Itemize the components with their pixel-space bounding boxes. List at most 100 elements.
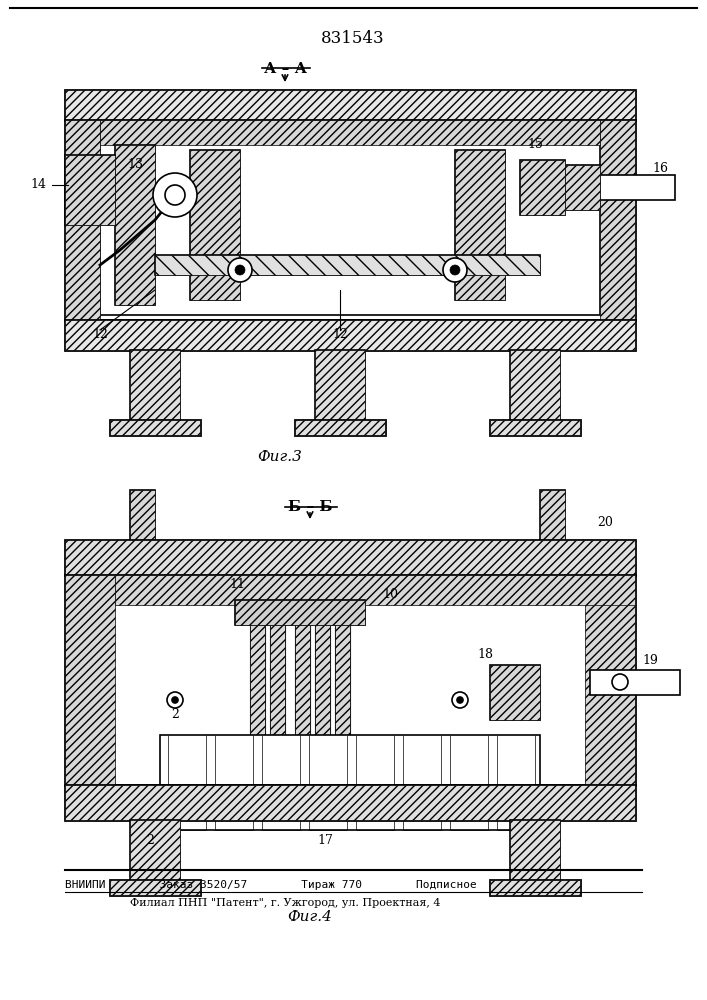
Bar — [65, 155, 115, 225]
Bar — [295, 605, 310, 735]
Bar — [65, 540, 635, 575]
Circle shape — [443, 258, 467, 282]
Bar — [262, 735, 300, 785]
Circle shape — [450, 265, 460, 275]
Text: 15: 15 — [527, 138, 543, 151]
Bar — [65, 785, 635, 820]
Text: 17: 17 — [317, 834, 333, 846]
Bar — [110, 420, 200, 435]
Bar — [455, 150, 505, 300]
Bar — [100, 125, 600, 315]
Bar — [215, 785, 253, 830]
Bar — [65, 575, 115, 785]
Bar — [110, 880, 200, 895]
Bar — [315, 605, 330, 735]
Bar — [130, 350, 180, 420]
Bar — [520, 160, 565, 215]
Bar — [295, 420, 385, 435]
Bar — [110, 880, 200, 895]
Bar — [490, 420, 580, 435]
Text: 2: 2 — [146, 834, 154, 846]
Text: 10: 10 — [382, 588, 398, 601]
Circle shape — [612, 674, 628, 690]
Text: 12: 12 — [92, 328, 108, 342]
Circle shape — [165, 185, 185, 205]
Bar — [335, 605, 350, 735]
Text: 16: 16 — [652, 161, 668, 174]
Bar — [520, 160, 565, 215]
Bar — [585, 575, 635, 785]
Bar — [270, 605, 285, 735]
Bar — [130, 350, 180, 420]
Text: 12: 12 — [332, 328, 348, 342]
Bar — [115, 145, 155, 305]
Bar — [315, 350, 365, 420]
Bar — [155, 255, 540, 275]
Bar — [455, 150, 505, 300]
Text: 2: 2 — [171, 708, 179, 722]
Bar — [65, 90, 635, 120]
Bar — [250, 605, 265, 735]
Bar — [270, 605, 285, 735]
Bar — [130, 490, 155, 550]
Bar — [490, 665, 540, 720]
Bar — [315, 350, 365, 420]
Bar — [450, 735, 488, 785]
Circle shape — [153, 173, 197, 217]
Bar — [295, 420, 385, 435]
Bar — [403, 785, 441, 830]
Bar — [510, 820, 560, 880]
Text: Фиг.3: Фиг.3 — [257, 450, 303, 464]
Bar — [65, 320, 635, 350]
Bar — [110, 420, 200, 435]
Bar — [130, 490, 155, 550]
Bar — [497, 785, 535, 830]
Circle shape — [235, 265, 245, 275]
Text: 831543: 831543 — [321, 30, 385, 47]
Bar — [510, 820, 560, 880]
Bar — [190, 150, 240, 300]
Bar — [65, 575, 635, 785]
Bar — [490, 420, 580, 435]
Bar — [356, 735, 394, 785]
Bar — [65, 90, 635, 120]
Bar — [335, 605, 350, 735]
Bar — [130, 820, 180, 880]
Circle shape — [228, 258, 252, 282]
Bar — [160, 785, 540, 830]
Bar — [65, 540, 635, 575]
Bar — [356, 785, 394, 830]
Bar — [540, 490, 565, 550]
Bar — [315, 605, 330, 735]
Bar — [490, 880, 580, 895]
Text: ВНИИПИ        Заказ 3520/57        Тираж 770        Подписное: ВНИИПИ Заказ 3520/57 Тираж 770 Подписное — [65, 880, 477, 890]
Bar — [65, 320, 635, 350]
Text: 20: 20 — [597, 516, 613, 528]
Bar — [450, 785, 488, 830]
Bar — [510, 350, 560, 420]
Bar — [590, 670, 680, 695]
Bar — [295, 605, 310, 735]
Text: Филиал ПНП "Патент", г. Ужгород, ул. Проектная, 4: Филиал ПНП "Патент", г. Ужгород, ул. Про… — [130, 898, 440, 908]
Bar — [65, 120, 100, 320]
Bar — [403, 735, 441, 785]
Bar — [115, 575, 635, 605]
Bar — [100, 120, 600, 145]
Bar — [309, 785, 347, 830]
Text: Б – Б: Б – Б — [288, 500, 332, 514]
Bar — [262, 785, 300, 830]
Bar — [250, 605, 265, 735]
Bar — [497, 735, 535, 785]
Bar — [130, 820, 180, 880]
Text: 11: 11 — [229, 578, 245, 591]
Bar — [168, 785, 206, 830]
Bar — [490, 665, 540, 720]
Text: А – А: А – А — [264, 62, 307, 76]
Bar — [235, 600, 365, 625]
Text: 19: 19 — [642, 654, 658, 666]
Bar — [215, 735, 253, 785]
Bar — [309, 735, 347, 785]
Circle shape — [172, 697, 178, 703]
Bar — [510, 350, 560, 420]
Text: Фиг.4: Фиг.4 — [288, 910, 332, 924]
